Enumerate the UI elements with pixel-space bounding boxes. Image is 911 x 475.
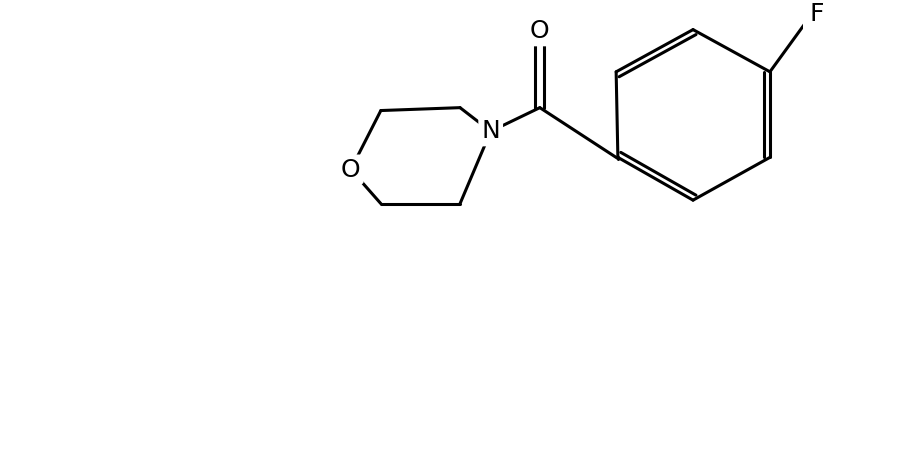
Text: O: O: [341, 158, 360, 181]
Text: N: N: [481, 119, 499, 143]
Text: O: O: [529, 19, 549, 43]
Text: F: F: [809, 2, 824, 26]
